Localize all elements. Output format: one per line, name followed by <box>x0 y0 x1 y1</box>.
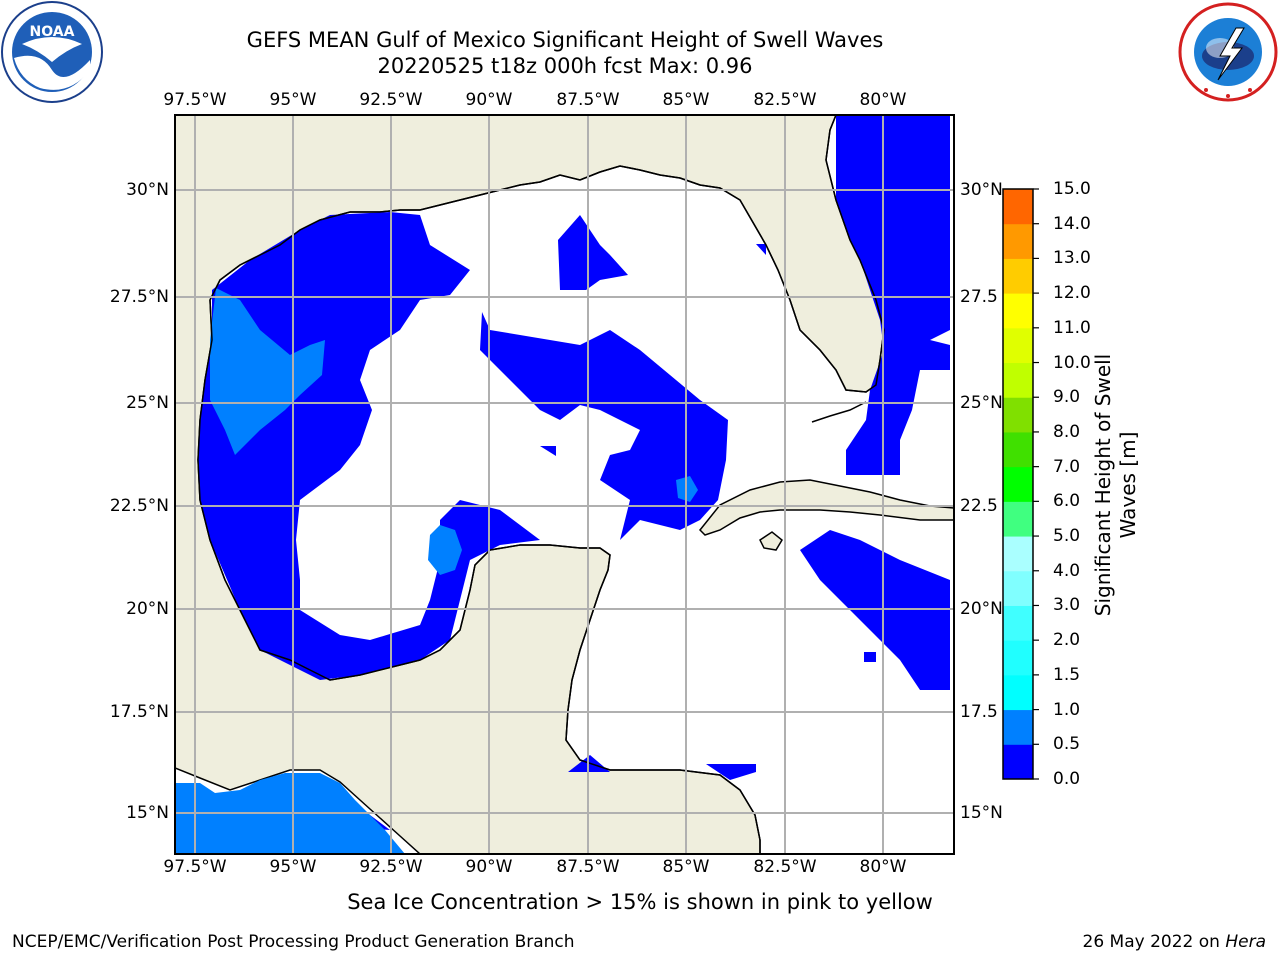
colorbar-segment <box>1003 674 1033 711</box>
colorbar-segment <box>1003 397 1033 433</box>
map-frame <box>174 114 955 855</box>
lon-label-bottom: 92.5°W <box>359 857 423 877</box>
lat-label-right: 27.5 <box>960 287 998 307</box>
lon-label-top: 87.5°W <box>556 90 620 110</box>
colorbar-tick-label: 12.0 <box>1053 283 1091 304</box>
colorbar-segment <box>1003 501 1033 537</box>
ocean-area <box>175 115 954 854</box>
colorbar-tick-label: 2.0 <box>1053 630 1081 651</box>
lon-label-bottom: 87.5°W <box>556 857 620 877</box>
colorbar-tick-label: 9.0 <box>1053 387 1081 408</box>
colorbar-segment <box>1003 709 1033 745</box>
colorbar-frame <box>1002 188 1034 780</box>
colorbar <box>1003 188 1039 780</box>
lon-label-top: 97.5°W <box>163 90 227 110</box>
colorbar-tick-label: 11.0 <box>1053 317 1091 338</box>
colorbar-title-line1: Significant Height of Swell <box>1091 353 1115 617</box>
lon-label-bottom: 90°W <box>465 857 513 877</box>
graticule <box>175 115 954 854</box>
colorbar-tick-label: 5.0 <box>1053 526 1081 547</box>
colorbar-segment <box>1003 466 1033 502</box>
lon-label-bottom: 97.5°W <box>163 857 227 877</box>
colorbar-tick-label: 1.0 <box>1053 699 1081 720</box>
lon-label-top: 90°W <box>465 90 513 110</box>
footer-host: Hera <box>1225 932 1266 952</box>
colorbar-tick-label: 10.0 <box>1053 352 1091 373</box>
colorbar-segment <box>1003 223 1033 259</box>
colorbar-segment <box>1003 258 1033 294</box>
lat-label-left: 15°N <box>126 803 169 823</box>
colorbar-segment <box>1003 189 1033 225</box>
map-title: GEFS MEAN Gulf of Mexico Significant Hei… <box>246 28 884 52</box>
pacific-area <box>175 767 422 854</box>
lon-label-bottom: 80°W <box>859 857 907 877</box>
lat-label-left: 25°N <box>126 393 169 413</box>
colorbar-tick-label: 4.0 <box>1053 560 1081 581</box>
lon-label-top: 80°W <box>859 90 907 110</box>
isla-juventud <box>759 531 783 551</box>
colorbar-title: Significant Height of Swell Waves [m] <box>1091 354 1141 616</box>
colorbar-tick-label: 15.0 <box>1053 179 1091 199</box>
noaa-logo: NOAA <box>1 1 103 103</box>
colorbar-tick-label: 7.0 <box>1053 456 1081 477</box>
colorbar-tick-label: 14.0 <box>1053 213 1091 234</box>
colorbar-tick-label: 8.0 <box>1053 421 1081 442</box>
colorbar-segment <box>1003 744 1033 780</box>
lat-label-right: 22.5 <box>960 496 998 516</box>
colorbar-title-line2: Waves [m] <box>1116 431 1140 539</box>
colorbar-tick-label: 0.0 <box>1053 769 1081 789</box>
footer-date: 26 May 2022 on Hera <box>1083 932 1267 952</box>
swell-0-0.5-regions <box>198 115 950 830</box>
colorbar-segment <box>1003 362 1033 398</box>
lat-label-right: 25°N <box>960 393 1003 413</box>
lat-label-right: 15°N <box>960 803 1003 823</box>
footer-date-text: 26 May 2022 on <box>1082 932 1226 952</box>
lat-label-right: 17.5 <box>960 702 998 722</box>
lat-label-left: 27.5°N <box>109 287 169 307</box>
lat-label-right: 30°N <box>960 180 1003 200</box>
colorbar-segment <box>1003 605 1033 641</box>
lat-label-left: 22.5°N <box>109 496 169 516</box>
lat-label-left: 20°N <box>126 599 169 619</box>
colorbar-segment <box>1003 431 1033 468</box>
colorbar-segment <box>1003 536 1033 572</box>
colorbar-segment <box>1003 570 1033 606</box>
colorbar-segment <box>1003 293 1033 329</box>
colorbar-tick-label: 6.0 <box>1053 491 1081 512</box>
lon-label-top: 82.5°W <box>753 90 817 110</box>
lat-label-left: 17.5°N <box>109 702 169 722</box>
lon-label-top: 95°W <box>269 90 317 110</box>
map-subtitle: 20220525 t18z 000h fcst Max: 0.96 <box>377 54 753 78</box>
lon-label-bottom: 82.5°W <box>753 857 817 877</box>
lat-label-left: 30°N <box>126 180 169 200</box>
colorbar-tick-label: 13.0 <box>1053 248 1091 269</box>
lon-label-bottom: 95°W <box>269 857 317 877</box>
colorbar-segment <box>1003 640 1033 676</box>
lon-label-top: 92.5°W <box>359 90 423 110</box>
lon-label-bottom: 85°W <box>662 857 710 877</box>
nws-logo <box>1178 2 1278 102</box>
land-mexico-us-west <box>175 115 950 854</box>
sea-ice-note: Sea Ice Concentration > 15% is shown in … <box>347 890 933 914</box>
svg-text:NOAA: NOAA <box>30 24 75 40</box>
lat-label-right: 20°N <box>960 599 1003 619</box>
lon-label-top: 85°W <box>662 90 710 110</box>
colorbar-tick-label: 0.5 <box>1053 734 1081 755</box>
footer-branch: NCEP/EMC/Verification Post Processing Pr… <box>12 932 575 952</box>
land-cuba <box>698 479 954 536</box>
colorbar-tick-label: 3.0 <box>1053 595 1081 616</box>
florida-keys <box>811 401 867 423</box>
colorbar-tick-label: 1.5 <box>1053 664 1081 685</box>
coastline <box>197 115 885 854</box>
colorbar-segment <box>1003 327 1033 364</box>
swell-0.5-1.0-regions <box>175 288 698 854</box>
